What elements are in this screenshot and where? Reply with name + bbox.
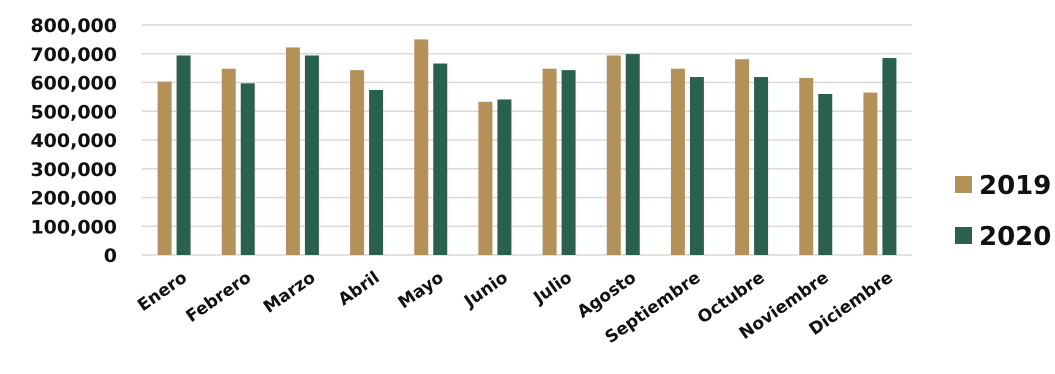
legend-swatch-2019 [955, 176, 972, 193]
bar-2020-junio [497, 99, 512, 256]
bar-2020-octubre [754, 77, 769, 255]
x-category-label: Febrero [183, 268, 256, 327]
y-tick-label: 200,000 [30, 188, 117, 210]
bar-2020-mayo [433, 63, 448, 256]
y-tick-label: 500,000 [30, 101, 117, 123]
bar-2019-enero [157, 81, 172, 255]
bar-2020-enero [176, 55, 191, 255]
bar-2020-febrero [240, 83, 255, 255]
legend-swatch-2020 [955, 227, 972, 244]
bar-2020-marzo [304, 55, 319, 255]
bar-2019-marzo [285, 47, 300, 255]
bar-2019-octubre [735, 59, 750, 256]
y-axis-tick-labels: 0 100,000 200,000 300,000 400,000 500,000 600,… [30, 15, 117, 267]
bar-2020-julio [561, 70, 576, 255]
y-tick-label: 800,000 [30, 15, 117, 37]
y-tick-label: 100,000 [30, 216, 117, 238]
legend-label-2020: 2020 [979, 222, 1051, 252]
bar-2019-mayo [414, 39, 429, 255]
y-tick-label: 300,000 [30, 159, 117, 181]
x-category-label: Marzo [260, 268, 319, 318]
y-tick-label: 400,000 [30, 130, 117, 152]
bar-2020-diciembre [882, 58, 897, 255]
x-category-label: Junio [460, 268, 512, 313]
y-tick-label: 600,000 [30, 73, 117, 95]
bar-2019-diciembre [863, 92, 878, 255]
bar-2020-noviembre [818, 94, 833, 255]
legend-label-2019: 2019 [979, 171, 1051, 201]
bar-2019-febrero [221, 68, 236, 255]
y-tick-label: 700,000 [30, 44, 117, 66]
legend: 2019 2020 [955, 171, 1051, 252]
x-category-label: Julio [529, 268, 576, 309]
x-category-label: Enero [134, 268, 191, 316]
bar-2019-noviembre [799, 77, 814, 256]
x-category-label: Abril [335, 268, 384, 310]
bars [157, 39, 897, 256]
bar-2020-septiembre [689, 77, 704, 255]
bar-2019-agosto [606, 55, 621, 255]
bar-2020-agosto [625, 54, 640, 255]
bar-2019-julio [542, 68, 557, 255]
bar-2019-junio [478, 101, 493, 255]
x-category-label: Mayo [395, 268, 448, 313]
bar-2019-septiembre [670, 68, 685, 255]
y-tick-label: 0 [104, 245, 117, 267]
bar-2019-abril [350, 70, 365, 255]
gridlines [142, 24, 912, 256]
bar-2020-abril [369, 89, 384, 255]
